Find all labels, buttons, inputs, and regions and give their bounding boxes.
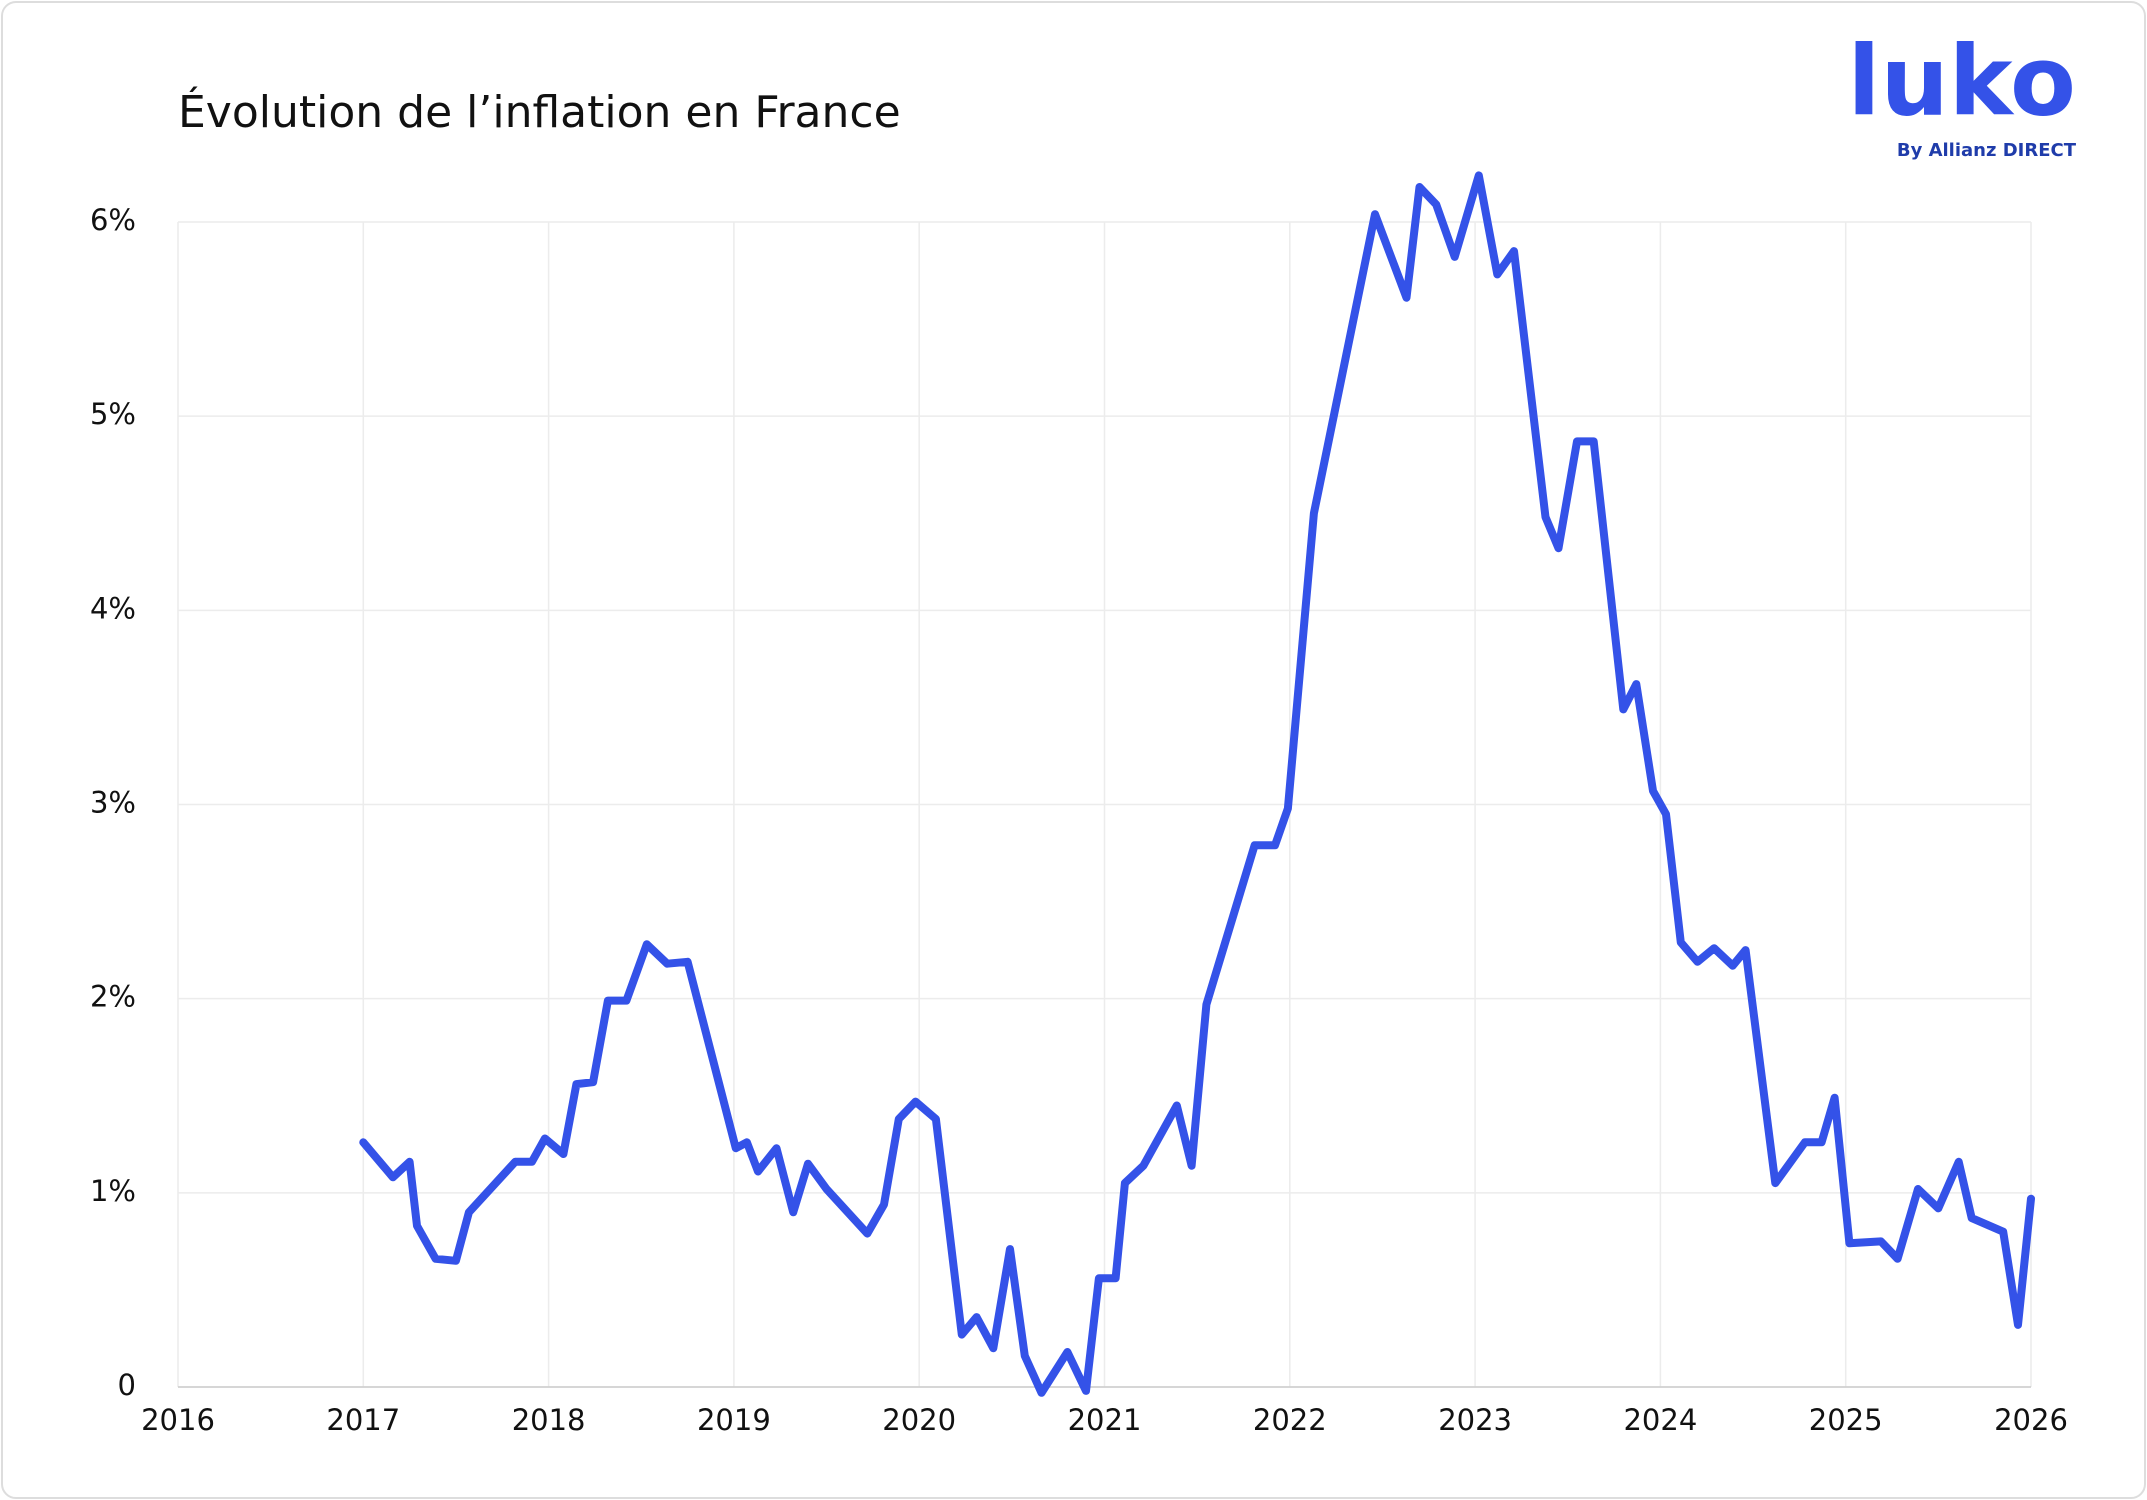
x-tick-label: 2024 (1623, 1403, 1697, 1437)
y-tick-label: 3% (90, 786, 136, 820)
y-tick-label: 0 (118, 1368, 136, 1402)
x-tick-label: 2022 (1253, 1403, 1327, 1437)
x-tick-label: 2018 (512, 1403, 586, 1437)
x-tick-label: 2023 (1438, 1403, 1512, 1437)
x-tick-label: 2025 (1809, 1403, 1883, 1437)
x-tick-label: 2019 (697, 1403, 771, 1437)
x-tick-label: 2021 (1068, 1403, 1142, 1437)
x-tick-label: 2026 (1994, 1403, 2068, 1437)
y-tick-label: 4% (90, 591, 136, 625)
line (359, 171, 2035, 1397)
y-tick-label: 6% (90, 203, 136, 237)
x-tick-label: 2016 (141, 1403, 215, 1437)
x-tick-label: 2020 (882, 1403, 956, 1437)
logo: luko (1848, 25, 2076, 137)
y-tick-label: 2% (90, 980, 136, 1014)
logo-tagline: By Allianz DIRECT (1897, 140, 2077, 161)
y-tick-label: 5% (90, 397, 136, 431)
y-tick-label: 1% (90, 1174, 136, 1208)
x-tick-label: 2017 (326, 1403, 400, 1437)
chart-title: Évolution de l’inflation en France (178, 85, 901, 138)
